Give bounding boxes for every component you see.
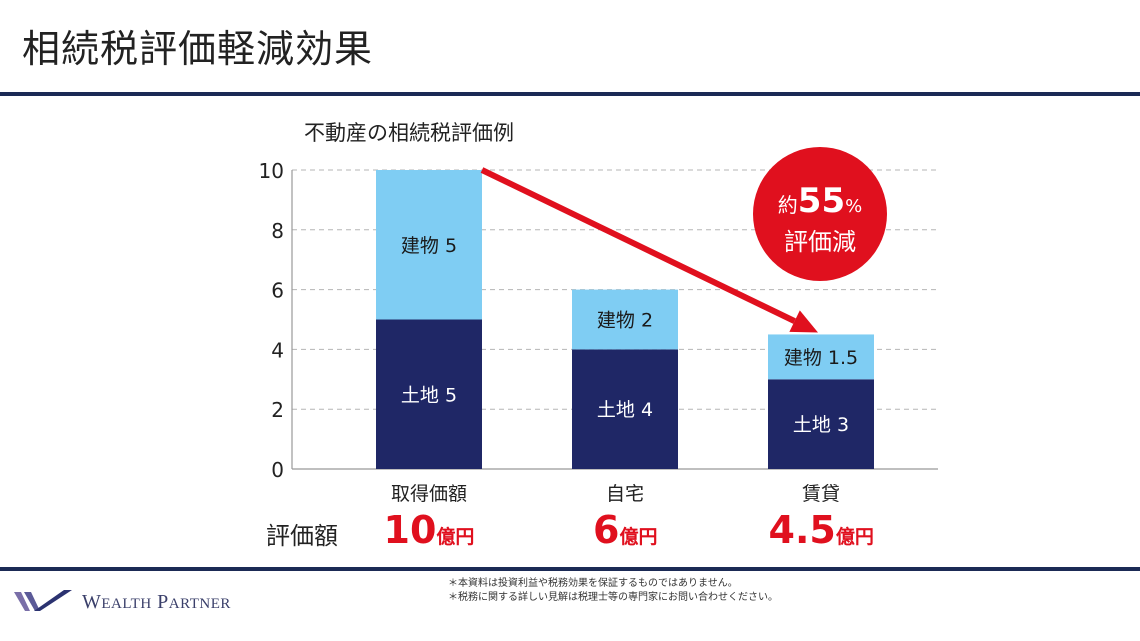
valuation-number: 10 (383, 508, 437, 552)
bar-data-label: 建物 5 (401, 235, 457, 257)
bar-segment-land (572, 349, 678, 469)
reduction-arrow-shaft (480, 167, 796, 324)
bar-segment-land (768, 379, 874, 469)
valuation-total: 10億円 (384, 508, 475, 552)
logo-text: WEALTH PARTNER (82, 590, 231, 613)
bar-data-label: 土地 3 (793, 414, 849, 436)
valuation-unit: 億円 (835, 526, 874, 548)
bar-segment-building (572, 289, 678, 350)
bar-data-label: 土地 5 (401, 384, 457, 406)
y-tick-label: 0 (271, 458, 284, 482)
footer-divider (0, 567, 1140, 571)
chart-title: 不動産の相続税評価例 (304, 121, 514, 145)
bar-data-label: 建物 2 (597, 310, 653, 332)
badge-percent-text: 約55% (778, 181, 862, 221)
bar-segment-building (768, 334, 874, 380)
x-category-label: 取得価額 (391, 483, 467, 505)
bar-segment-building (376, 170, 482, 320)
page-title: 相続税評価軽減効果 (22, 27, 374, 71)
valuation-number: 6 (593, 508, 620, 552)
bar-data-label: 土地 4 (597, 399, 653, 421)
bar-data-label: 建物 1.5 (784, 347, 858, 369)
x-category-label: 自宅 (606, 483, 644, 505)
valuation-row-label: 評価額 (266, 522, 338, 550)
logo-w-icon (14, 590, 72, 611)
valuation-unit: 億円 (619, 526, 658, 548)
disclaimer-line: ＊税務に関する詳しい見解は税理士等の専門家にお問い合わせください。 (448, 592, 778, 603)
disclaimer-notes: ＊本資料は投資利益や税務効果を保証するものではありません。 ＊税務に関する詳しい… (448, 577, 778, 605)
y-tick-label: 6 (271, 279, 284, 303)
valuation-total: 6億円 (593, 508, 657, 552)
y-tick-label: 10 (259, 159, 284, 183)
x-category-label: 賃貸 (802, 483, 840, 505)
y-tick-label: 8 (271, 219, 284, 243)
y-tick-label: 4 (271, 338, 284, 362)
valuation-unit: 億円 (436, 526, 475, 548)
header-divider (0, 92, 1140, 96)
disclaimer-line: ＊本資料は投資利益や税務効果を保証するものではありません。 (448, 578, 738, 589)
reduction-badge (753, 147, 887, 281)
logo: WEALTH PARTNER (14, 589, 231, 615)
stacked-bar-chart: 0 2 4 6 8 10 土地 5 建物 5 取得価額 土地 4 建物 2 自宅 土地 3 建物 1.5 賃… (259, 147, 938, 505)
y-tick-label: 2 (271, 398, 284, 422)
valuation-number: 4.5 (768, 508, 836, 552)
valuation-total: 4.5億円 (769, 508, 874, 552)
reduction-arrow-head (789, 310, 818, 333)
badge-label-text: 評価減 (784, 228, 856, 256)
bar-segment-land (376, 319, 482, 469)
